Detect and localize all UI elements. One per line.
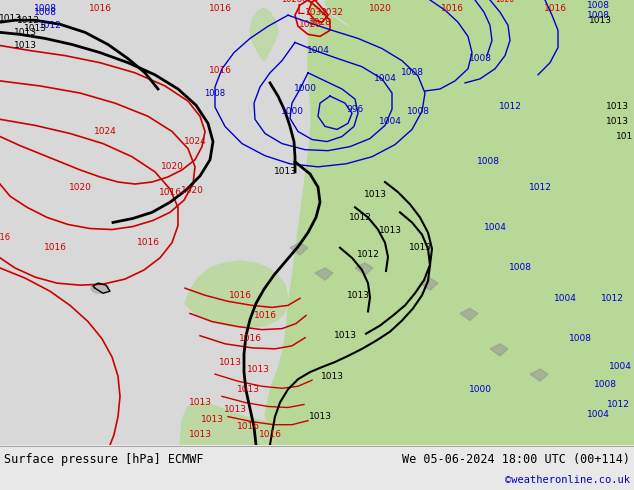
Text: 1013: 1013 [188, 398, 212, 407]
Polygon shape [530, 369, 548, 381]
Text: 1013: 1013 [13, 28, 37, 37]
Text: 1016: 1016 [543, 3, 567, 13]
Text: Surface pressure [hPa] ECMWF: Surface pressure [hPa] ECMWF [4, 453, 204, 466]
Text: 1020: 1020 [181, 186, 204, 195]
Text: 1016: 1016 [136, 238, 160, 247]
Text: 1024: 1024 [184, 137, 207, 146]
Text: 1013: 1013 [23, 24, 46, 33]
Text: 1000: 1000 [294, 84, 316, 94]
Text: 1012: 1012 [529, 183, 552, 192]
Text: 1013: 1013 [0, 14, 22, 23]
Text: 1008: 1008 [586, 0, 609, 10]
Text: 1013: 1013 [219, 358, 242, 367]
Text: 1013: 1013 [588, 16, 612, 24]
Text: 1012: 1012 [356, 250, 379, 259]
Text: 1008: 1008 [593, 380, 616, 389]
Text: 1016: 1016 [0, 233, 11, 242]
Text: 1013: 1013 [273, 168, 297, 176]
Text: 1020: 1020 [495, 0, 515, 4]
Text: 1032: 1032 [304, 8, 327, 17]
Text: 1012: 1012 [39, 21, 61, 30]
Text: 1004: 1004 [378, 117, 401, 126]
Polygon shape [250, 8, 278, 61]
Text: We 05-06-2024 18:00 UTC (00+114): We 05-06-2024 18:00 UTC (00+114) [402, 453, 630, 466]
Text: 1032: 1032 [321, 8, 344, 17]
Text: 1008: 1008 [401, 68, 424, 77]
Text: 1016: 1016 [44, 243, 67, 252]
Text: 1008: 1008 [34, 8, 56, 17]
Text: 1008: 1008 [569, 334, 592, 343]
Text: 1008: 1008 [508, 264, 531, 272]
Polygon shape [315, 268, 333, 280]
Text: 1013: 1013 [605, 101, 628, 111]
Text: ©weatheronline.co.uk: ©weatheronline.co.uk [505, 475, 630, 485]
Polygon shape [185, 261, 288, 328]
Text: 1008: 1008 [586, 11, 609, 20]
Text: 1013: 1013 [247, 365, 269, 373]
Text: 1008: 1008 [406, 107, 429, 116]
Text: 1024: 1024 [94, 127, 117, 136]
Text: 1013: 1013 [333, 331, 356, 340]
Text: 1013: 1013 [188, 430, 212, 440]
Text: 1016: 1016 [228, 291, 252, 300]
Text: 1008: 1008 [34, 3, 56, 13]
Text: 996: 996 [346, 105, 364, 114]
Text: 1013: 1013 [605, 117, 628, 126]
Text: 101: 101 [616, 132, 633, 141]
Text: 1016: 1016 [441, 3, 463, 13]
Text: 1012: 1012 [498, 101, 521, 111]
Text: 1008: 1008 [469, 54, 491, 63]
Text: 1008: 1008 [477, 157, 500, 166]
Polygon shape [325, 0, 634, 96]
Text: 1004: 1004 [586, 410, 609, 419]
Ellipse shape [91, 283, 109, 293]
Polygon shape [460, 308, 478, 320]
Text: 1004: 1004 [609, 362, 631, 370]
Text: 1004: 1004 [553, 294, 576, 303]
Text: 1013: 1013 [309, 412, 332, 421]
Text: 1016: 1016 [254, 311, 276, 320]
Text: 1013: 1013 [200, 415, 224, 424]
Text: 1016: 1016 [236, 422, 259, 431]
Text: 1013: 1013 [363, 190, 387, 198]
Text: 1016: 1016 [238, 334, 261, 343]
Text: 1020: 1020 [368, 3, 391, 13]
Polygon shape [290, 243, 308, 255]
Polygon shape [265, 0, 634, 445]
Text: 1013: 1013 [236, 385, 259, 394]
Text: 1028024: 1028024 [281, 0, 318, 4]
Text: 1013: 1013 [347, 291, 370, 300]
Polygon shape [420, 278, 438, 290]
Text: 1012: 1012 [600, 294, 623, 303]
Polygon shape [355, 263, 373, 275]
Text: 1028: 1028 [309, 18, 332, 27]
Text: 1013: 1013 [378, 226, 401, 235]
Polygon shape [180, 402, 634, 445]
Text: 1012: 1012 [349, 213, 372, 222]
Text: 1000: 1000 [469, 385, 491, 394]
Text: L: L [296, 3, 304, 17]
Text: 1020: 1020 [160, 162, 183, 171]
Text: 1016: 1016 [89, 3, 112, 13]
Text: 1012: 1012 [607, 400, 630, 409]
Text: 1020: 1020 [299, 20, 321, 29]
Text: 1000: 1000 [280, 107, 304, 116]
Text: 1016: 1016 [259, 430, 281, 440]
Text: 1016: 1016 [158, 188, 181, 196]
Text: 1013: 1013 [13, 41, 37, 50]
Text: 1013: 1013 [321, 371, 344, 381]
Text: 1004: 1004 [307, 46, 330, 55]
Text: 1013: 1013 [408, 243, 432, 252]
Text: 1004: 1004 [484, 223, 507, 232]
Text: 1004: 1004 [373, 74, 396, 83]
Polygon shape [490, 344, 508, 356]
Text: 1012: 1012 [16, 16, 39, 24]
Text: 1016: 1016 [209, 66, 231, 75]
Text: 1013: 1013 [224, 405, 247, 414]
Text: 1020: 1020 [68, 183, 91, 192]
Text: 1016: 1016 [209, 3, 231, 13]
Text: 1008: 1008 [204, 89, 226, 98]
